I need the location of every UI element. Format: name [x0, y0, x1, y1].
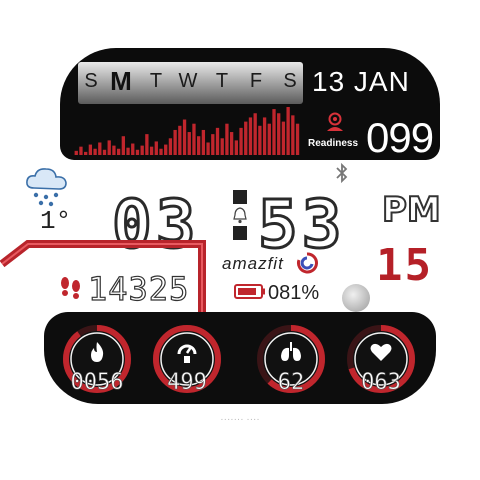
- activity-bar: [121, 136, 125, 155]
- activity-bar: [187, 132, 191, 155]
- alarm-bell-icon[interactable]: [232, 206, 248, 224]
- activity-bar: [178, 125, 182, 155]
- bluetooth-icon: [336, 162, 348, 184]
- activity-bar: [126, 147, 130, 155]
- activity-bar: [173, 129, 177, 155]
- activity-bar: [248, 117, 253, 155]
- activity-bar: [168, 138, 173, 155]
- activity-bar: [116, 148, 121, 155]
- activity-bar: [215, 127, 220, 155]
- activity-bar: [206, 142, 210, 155]
- activity-bar: [145, 134, 149, 155]
- battery-percent: 081%: [268, 282, 320, 304]
- weekday-label: F: [249, 70, 263, 92]
- brand-label: amazfit: [222, 254, 284, 273]
- time-ampm: PM: [381, 189, 442, 231]
- activity-bar-chart[interactable]: [74, 103, 300, 155]
- heart-icon: [370, 343, 392, 361]
- heart-rate-value: 063: [361, 370, 401, 396]
- activity-bar: [102, 149, 107, 155]
- snow-cloud-icon[interactable]: [24, 164, 70, 208]
- ring-progress: [153, 325, 221, 393]
- activity-bar: [79, 146, 83, 155]
- time-hour[interactable]: 03: [110, 185, 200, 265]
- moon-phase-icon: [342, 284, 370, 312]
- weekday-label: S: [84, 70, 98, 92]
- activity-bar: [159, 148, 163, 155]
- activity-bar: [272, 109, 276, 155]
- activity-bar: [220, 138, 224, 155]
- activity-bar: [182, 119, 187, 155]
- weekday-label-active: M: [110, 66, 132, 96]
- activity-bar: [211, 134, 215, 155]
- activity-bar: [93, 148, 97, 155]
- activity-bar: [225, 123, 229, 155]
- readiness-value[interactable]: 099: [366, 114, 434, 161]
- activity-bar: [295, 123, 300, 155]
- date-label[interactable]: 13 JAN: [312, 66, 410, 97]
- readiness-label: Readiness: [308, 138, 359, 149]
- activity-bar: [131, 143, 135, 155]
- time-colon-bottom: [233, 226, 247, 240]
- spo2-value: 62: [277, 370, 305, 396]
- activity-bar: [98, 142, 102, 155]
- weekday-label: T: [215, 70, 229, 92]
- weekday-label: T: [149, 70, 163, 92]
- activity-bar: [229, 132, 234, 155]
- day-number[interactable]: 15: [376, 240, 433, 291]
- pai-icon: [177, 344, 197, 363]
- lungs-icon: [281, 342, 301, 361]
- battery-icon[interactable]: [234, 282, 266, 300]
- activity-bar: [107, 140, 111, 155]
- red-frame-decoration: [0, 240, 206, 326]
- activity-bar: [291, 115, 295, 155]
- temperature-value[interactable]: 1°: [40, 206, 72, 236]
- activity-bar: [234, 140, 238, 155]
- calories-ring[interactable]: [60, 322, 134, 396]
- weekday-label: S: [283, 70, 297, 92]
- activity-bar: [258, 125, 262, 155]
- footer-text: ······· ····: [220, 414, 260, 425]
- activity-bar: [88, 144, 93, 155]
- weekday-label: W: [178, 70, 198, 92]
- activity-bar: [244, 121, 248, 155]
- activity-bar: [112, 145, 116, 155]
- ring-inner-border: [264, 332, 318, 386]
- activity-bar: [277, 113, 281, 155]
- pai-value: 499: [167, 370, 207, 396]
- brand-logo-icon: [297, 252, 318, 274]
- readiness-icon: [327, 112, 343, 131]
- ring-inner-border: [70, 332, 124, 386]
- activity-bar: [135, 149, 140, 155]
- steps-value[interactable]: 14325: [87, 269, 190, 308]
- ring-progress: [63, 325, 131, 393]
- activity-bar: [154, 141, 158, 155]
- ring-inner-border: [354, 332, 408, 386]
- ring-progress: [257, 325, 325, 393]
- flame-icon: [91, 342, 104, 362]
- ring-progress: [347, 325, 415, 393]
- activity-bar: [197, 136, 201, 155]
- activity-bar: [201, 129, 206, 155]
- activity-bar: [262, 117, 267, 155]
- activity-bar: [286, 107, 290, 155]
- spo2-ring[interactable]: [254, 322, 328, 396]
- activity-bar: [140, 145, 144, 155]
- heart-rate-ring[interactable]: [344, 322, 418, 396]
- time-colon-top: [233, 190, 247, 204]
- footprints-icon: [61, 277, 80, 299]
- weekday-strip: S M T W T F S: [78, 62, 303, 104]
- activity-bar: [239, 127, 243, 155]
- ring-inner-border: [160, 332, 214, 386]
- activity-bar: [267, 123, 271, 155]
- activity-bar: [74, 150, 78, 155]
- calories-value: 0056: [70, 370, 124, 396]
- time-minute[interactable]: 53: [256, 185, 346, 265]
- activity-bar: [164, 144, 168, 155]
- activity-bar: [253, 113, 257, 155]
- activity-bar: [281, 121, 286, 155]
- activity-bar: [84, 151, 88, 155]
- activity-bar: [149, 146, 154, 155]
- activity-bar: [192, 123, 196, 155]
